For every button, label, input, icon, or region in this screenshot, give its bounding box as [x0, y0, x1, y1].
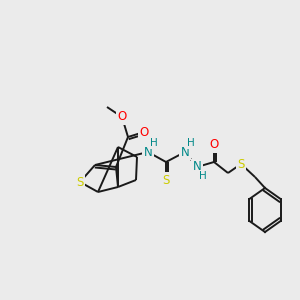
- Text: N: N: [181, 146, 189, 158]
- Text: N: N: [144, 146, 152, 158]
- Text: S: S: [237, 158, 245, 170]
- Text: H: H: [199, 171, 207, 181]
- Text: S: S: [76, 176, 84, 188]
- Text: O: O: [209, 139, 219, 152]
- Text: H: H: [187, 138, 195, 148]
- Text: N: N: [193, 160, 201, 173]
- Text: S: S: [162, 173, 170, 187]
- Text: H: H: [150, 138, 158, 148]
- Text: O: O: [140, 125, 148, 139]
- Text: O: O: [117, 110, 127, 124]
